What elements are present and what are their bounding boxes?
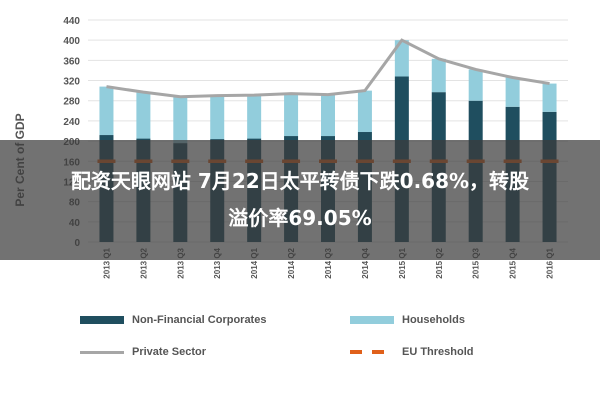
bar-households bbox=[136, 92, 151, 139]
y-tick-label: 400 bbox=[63, 36, 80, 47]
x-tick-label: 2015 Q4 bbox=[509, 247, 518, 278]
legend-item-eu-threshold: EU Threshold bbox=[350, 346, 474, 358]
x-axis-ticks: 2013 Q1 2013 Q2 2013 Q3 2013 Q4 2014 Q1 2014 … bbox=[102, 247, 554, 278]
x-tick-label: 2014 Q3 bbox=[324, 247, 333, 278]
legend-swatch bbox=[350, 316, 394, 324]
bar-households bbox=[210, 95, 225, 140]
bar-households bbox=[357, 90, 372, 133]
bar-households bbox=[321, 94, 335, 137]
legend-swatch bbox=[350, 350, 394, 354]
bar-households bbox=[394, 40, 409, 77]
x-tick-label: 2014 Q4 bbox=[361, 247, 370, 278]
legend-label: Private Sector bbox=[132, 346, 206, 358]
legend-swatch bbox=[80, 316, 124, 324]
bar-households bbox=[247, 95, 262, 139]
x-tick-label: 2013 Q4 bbox=[213, 247, 222, 278]
legend-item-households: Households bbox=[350, 314, 465, 326]
x-tick-label: 2014 Q2 bbox=[287, 247, 296, 278]
y-tick-label: 320 bbox=[63, 77, 80, 88]
bar-households bbox=[99, 86, 114, 136]
line-private-sector bbox=[106, 38, 550, 99]
bar-households bbox=[284, 93, 299, 137]
legend: Non-Financial Corporates Households Priv… bbox=[80, 308, 550, 368]
watermark-line-1: 配资天眼网站 7月22日太平转债下跌0.68%，转股 bbox=[70, 169, 530, 193]
bar-households bbox=[505, 77, 520, 107]
x-tick-label: 2013 Q1 bbox=[102, 247, 111, 278]
y-tick-label: 240 bbox=[63, 117, 80, 128]
bar-households bbox=[542, 83, 557, 112]
legend-label: EU Threshold bbox=[402, 346, 474, 358]
watermark-banner bbox=[0, 140, 600, 260]
legend-item-non-financial-corporates: Non-Financial Corporates bbox=[80, 314, 266, 326]
watermark-line-2: 溢价率69.05% bbox=[228, 206, 372, 230]
legend-item-private-sector: Private Sector bbox=[80, 346, 206, 358]
bar-households bbox=[468, 69, 483, 101]
x-tick-label: 2013 Q3 bbox=[176, 247, 185, 278]
bar-households bbox=[431, 58, 446, 93]
watermark-text: 配资天眼网站 7月22日太平转债下跌0.68%，转股 溢价率69.05% bbox=[0, 163, 600, 237]
x-tick-label: 2015 Q3 bbox=[472, 247, 481, 278]
x-tick-label: 2016 Q1 bbox=[546, 247, 555, 278]
x-tick-label: 2014 Q1 bbox=[250, 247, 259, 278]
legend-label: Non-Financial Corporates bbox=[132, 314, 267, 326]
y-tick-label: 440 bbox=[63, 16, 80, 27]
bar-households bbox=[173, 96, 188, 144]
legend-label: Households bbox=[402, 314, 465, 326]
x-tick-label: 2013 Q2 bbox=[139, 247, 148, 278]
x-tick-label: 2015 Q2 bbox=[435, 247, 444, 278]
y-tick-label: 360 bbox=[63, 56, 80, 67]
y-tick-label: 280 bbox=[63, 97, 80, 108]
x-tick-label: 2015 Q1 bbox=[398, 247, 407, 278]
legend-swatch bbox=[80, 350, 124, 354]
